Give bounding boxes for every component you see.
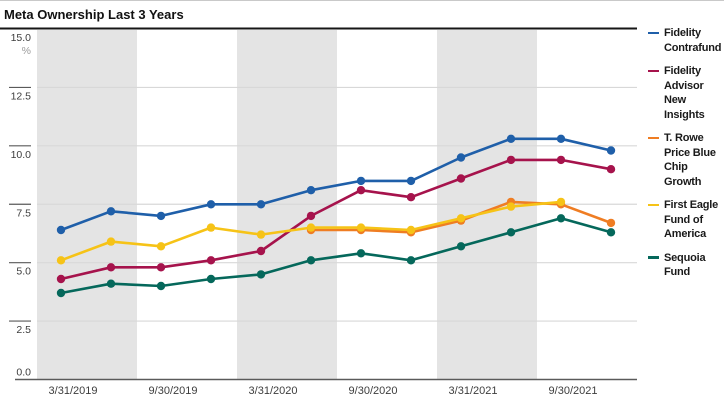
legend-label: Fidelity Advisor New Insights (664, 65, 705, 121)
data-point-sequoia-fund (556, 214, 566, 223)
data-point-fidelity-advisor-new-insights (356, 186, 366, 195)
legend-dash-icon (648, 203, 659, 207)
legend-item-sequoia-fund: Sequoia Fund (648, 251, 722, 280)
data-point-sequoia-fund (406, 256, 416, 265)
data-point-sequoia-fund (506, 228, 516, 237)
data-point-fidelity-contrafund (56, 225, 66, 235)
data-point-sequoia-fund (306, 256, 316, 265)
data-point-fidelity-advisor-new-insights (206, 256, 216, 265)
data-point-first-eagle-fund-of-america (156, 242, 166, 251)
data-point-first-eagle-fund-of-america (206, 223, 216, 232)
data-point-first-eagle-fund-of-america (506, 202, 516, 211)
data-point-sequoia-fund (606, 228, 616, 237)
data-point-fidelity-contrafund (156, 211, 166, 221)
data-point-sequoia-fund (156, 281, 166, 291)
legend-item-fidelity-advisor-new-insights: Fidelity Advisor New Insights (648, 64, 722, 122)
x-axis-label: 9/30/2020 (349, 385, 398, 397)
data-point-fidelity-contrafund (306, 186, 316, 195)
legend-dash-icon (648, 256, 659, 259)
data-point-first-eagle-fund-of-america (56, 256, 66, 265)
legend-dash-icon (648, 69, 659, 73)
y-axis-label: 12.5 (11, 90, 32, 102)
data-point-first-eagle-fund-of-america (256, 230, 266, 239)
legend-item-fidelity-contrafund: Fidelity Contrafund (648, 26, 722, 55)
data-point-fidelity-advisor-new-insights (56, 274, 66, 284)
data-point-first-eagle-fund-of-america (456, 214, 466, 223)
data-point-first-eagle-fund-of-america (406, 225, 416, 235)
legend-label: T. Rowe Price Blue Chip Growth (664, 132, 716, 188)
legend-dash-icon (648, 136, 659, 140)
data-point-fidelity-advisor-new-insights (506, 155, 516, 165)
top-border-line (0, 0, 724, 1)
data-point-fidelity-advisor-new-insights (556, 155, 566, 165)
data-point-fidelity-advisor-new-insights (156, 263, 166, 272)
y-axis-label: 2.5 (16, 324, 31, 336)
data-point-fidelity-contrafund (556, 134, 566, 143)
data-point-sequoia-fund (456, 242, 466, 251)
data-point-fidelity-contrafund (256, 200, 266, 209)
data-point-fidelity-advisor-new-insights (256, 246, 266, 256)
data-point-fidelity-contrafund (106, 207, 116, 216)
x-axis-label: 3/31/2020 (249, 385, 298, 397)
data-point-t-rowe-price-blue-chip-growth (606, 218, 616, 228)
data-point-first-eagle-fund-of-america (356, 223, 366, 232)
x-axis-label: 3/31/2021 (449, 385, 498, 397)
data-point-fidelity-contrafund (206, 200, 216, 209)
y-axis-unit: % (22, 45, 31, 57)
x-axis-label: 9/30/2019 (149, 385, 198, 397)
x-axis-label: 3/31/2019 (49, 385, 98, 397)
legend-label: Fidelity Contrafund (664, 27, 722, 54)
data-point-fidelity-contrafund (356, 176, 366, 186)
data-point-fidelity-advisor-new-insights (306, 211, 316, 221)
data-point-fidelity-advisor-new-insights (606, 165, 616, 174)
series-line-fidelity-advisor-new-insights (59, 158, 613, 281)
legend-label: Sequoia Fund (664, 251, 706, 279)
chart-legend: Fidelity Contrafund Fidelity Advisor New … (648, 26, 722, 289)
data-point-first-eagle-fund-of-america (306, 223, 316, 232)
legend-label: First Eagle Fund of America (664, 199, 719, 240)
data-point-fidelity-advisor-new-insights (406, 193, 416, 202)
data-point-first-eagle-fund-of-america (556, 197, 566, 207)
y-axis-label: 15.0 (11, 32, 32, 44)
x-axis-label: 9/30/2021 (549, 385, 598, 397)
y-axis-label: 5.0 (16, 266, 31, 278)
data-point-fidelity-advisor-new-insights (106, 263, 116, 272)
data-point-sequoia-fund (56, 288, 66, 298)
chart-title: Meta Ownership Last 3 Years (4, 7, 184, 22)
data-point-sequoia-fund (356, 249, 366, 258)
data-point-first-eagle-fund-of-america (106, 237, 116, 246)
data-point-sequoia-fund (256, 270, 266, 279)
legend-dash-icon (648, 31, 659, 35)
data-point-fidelity-contrafund (606, 146, 616, 155)
data-point-fidelity-contrafund (456, 153, 466, 162)
legend-item-t-rowe-price-blue-chip-growth: T. Rowe Price Blue Chip Growth (648, 131, 722, 189)
data-point-fidelity-contrafund (506, 134, 516, 143)
y-axis-label: 10.0 (11, 149, 32, 161)
data-point-fidelity-advisor-new-insights (456, 174, 466, 183)
legend-item-first-eagle-fund-of-america: First Eagle Fund of America (648, 198, 722, 242)
data-point-fidelity-contrafund (406, 176, 416, 186)
data-point-sequoia-fund (106, 279, 116, 288)
series-line-fidelity-contrafund (59, 137, 613, 232)
series-line-sequoia-fund (59, 217, 613, 295)
y-axis-label: 7.5 (16, 207, 31, 219)
data-point-sequoia-fund (206, 274, 216, 284)
y-axis-label: 0.0 (16, 367, 31, 379)
